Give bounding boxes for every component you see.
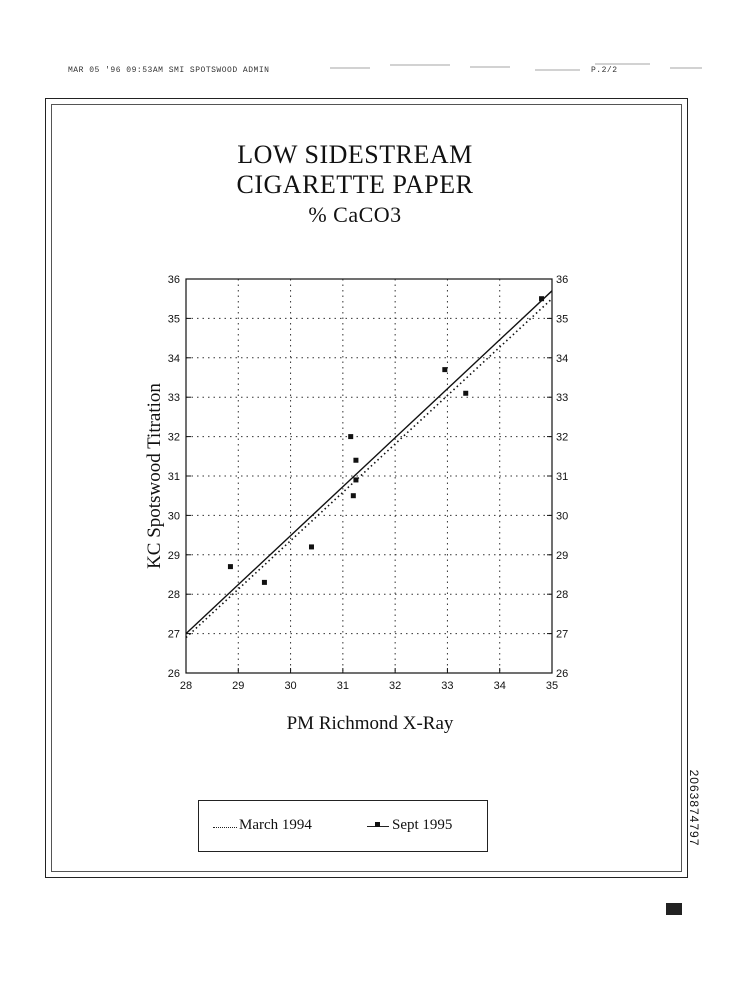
fax-header-text: MAR 05 '96 09:53AM SMI SPOTSWOOD ADMIN	[68, 66, 270, 75]
data-point-sept-1995	[308, 544, 314, 550]
x-tick-label: 34	[494, 680, 506, 692]
legend-item-sept-1995: Sept 1995	[392, 817, 453, 833]
y-tick-label-left: 34	[168, 353, 180, 365]
y-tick-label-right: 28	[556, 589, 568, 601]
y-tick-label-left: 28	[168, 589, 180, 601]
series-march-1994-line	[185, 298, 553, 639]
y-tick-label-right: 30	[556, 510, 568, 522]
y-tick-label-right: 33	[556, 392, 568, 404]
document-id: 2063874797	[687, 769, 701, 847]
data-point-sept-1995	[442, 367, 448, 373]
outer-frame	[45, 98, 688, 878]
y-tick-label-right: 29	[556, 550, 568, 562]
y-tick-label-left: 30	[168, 510, 180, 522]
legend-item-march-1994: March 1994	[239, 817, 312, 833]
y-tick-label-right: 27	[556, 629, 568, 641]
series-sept-1995-line	[185, 290, 553, 635]
y-tick-label-left: 35	[168, 313, 180, 325]
data-point-sept-1995	[353, 457, 359, 463]
legend: March 1994 Sept 1995	[198, 800, 488, 852]
y-tick-label-right: 34	[556, 353, 568, 365]
y-tick-label-left: 31	[168, 471, 180, 483]
data-point-sept-1995	[350, 493, 356, 499]
y-tick-label-left: 29	[168, 550, 180, 562]
x-tick-label: 32	[389, 680, 401, 692]
y-tick-label-left: 27	[168, 629, 180, 641]
fax-header: MAR 05 '96 09:53AM SMI SPOTSWOOD ADMIN P…	[68, 66, 628, 80]
chart-title: LOW SIDESTREAM CIGARETTE PAPER	[236, 140, 474, 199]
data-point-sept-1995	[539, 296, 545, 302]
data-point-sept-1995	[463, 390, 469, 396]
y-tick-label-right: 36	[556, 274, 568, 286]
x-tick-label: 31	[337, 680, 349, 692]
y-tick-label-left: 26	[168, 668, 180, 680]
x-tick-label: 33	[441, 680, 453, 692]
x-axis-title: PM Richmond X-Ray	[286, 713, 454, 734]
legend-square-marker	[375, 822, 380, 827]
data-point-sept-1995	[353, 477, 359, 483]
y-axis-title: KC Spotswood Titration	[144, 383, 165, 569]
chart-title-block: LOW SIDESTREAM CIGARETTE PAPER % CaCO3	[150, 140, 560, 230]
inner-frame	[51, 104, 682, 872]
y-tick-label-right: 32	[556, 432, 568, 444]
y-tick-label-left: 33	[168, 392, 180, 404]
data-point-sept-1995	[348, 434, 354, 440]
x-tick-label: 35	[546, 680, 558, 692]
y-tick-label-right: 31	[556, 471, 568, 483]
scan-artifact-lines	[330, 63, 702, 71]
legend-dotted-line	[213, 827, 237, 828]
y-tick-label-left: 36	[168, 274, 180, 286]
x-tick-label: 30	[284, 680, 296, 692]
y-tick-label-right: 35	[556, 313, 568, 325]
y-tick-label-right: 26	[556, 668, 568, 680]
fax-page-number: P.2/2	[591, 66, 618, 75]
chart-subtitle: % CaCO3	[308, 202, 402, 227]
data-point-sept-1995	[227, 564, 233, 570]
data-point-sept-1995	[261, 579, 267, 585]
y-tick-label-left: 32	[168, 432, 180, 444]
x-tick-label: 28	[180, 680, 192, 692]
scan-mark	[666, 903, 682, 915]
x-tick-label: 29	[232, 680, 244, 692]
